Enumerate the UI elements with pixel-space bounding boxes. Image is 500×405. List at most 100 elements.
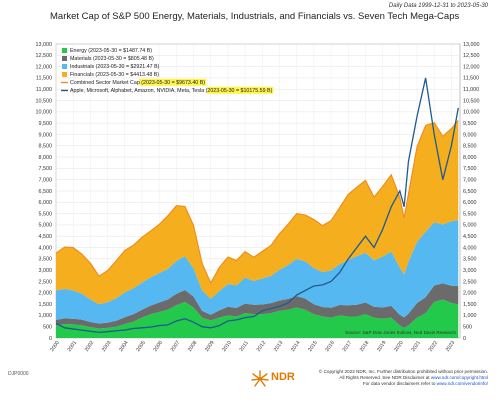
y-tick-label-right: 12,000 [463, 64, 480, 70]
y-tick-label-right: 11,500 [463, 76, 479, 82]
y-tick-label: 3,000 [39, 268, 53, 274]
y-tick-label: 7,500 [39, 166, 53, 172]
y-tick-label-right: 8,500 [463, 144, 477, 150]
chart-title: Market Cap of S&P 500 Energy, Materials,… [50, 11, 460, 22]
x-tick-label: 2008 [187, 340, 199, 353]
y-tick-label: 10,500 [36, 98, 53, 104]
y-tick-label-right: 5,000 [463, 223, 477, 229]
y-tick-label-right: 4,000 [463, 245, 477, 251]
legend-swatch [62, 64, 67, 69]
vendor-text: For data vendor disclaimers refer to [362, 381, 436, 386]
legend-swatch [62, 56, 67, 61]
x-tick-label: 2020 [393, 340, 405, 353]
y-tick-label: 7,000 [39, 177, 53, 183]
y-tick-label-right: 2,000 [463, 291, 477, 297]
y-tick-label: 9,500 [39, 121, 53, 127]
area-series [56, 120, 459, 338]
area-energy [56, 299, 459, 338]
disclaimer-line: All Rights Reserved. See NDR Disclaimer … [278, 375, 488, 381]
y-tick-label-right: 10,000 [463, 110, 480, 116]
x-tick-label: 2022 [428, 340, 440, 353]
y-tick-label-right: 3,000 [463, 268, 477, 274]
legend-label: Industrials (2023-05-30 = $2921.47 B) [70, 64, 160, 70]
chart-code: DJP0000 [8, 371, 29, 377]
y-tick-label: 2,000 [39, 291, 53, 297]
x-tick-label: 2014 [290, 340, 302, 353]
x-tick-label: 2018 [359, 340, 371, 353]
y-tick-label: 11,500 [36, 76, 52, 82]
vendor-link[interactable]: www.ndr.com/vendorinfo/ [436, 381, 488, 386]
y-tick-label: 500 [43, 324, 52, 330]
y-tick-label-right: 3,500 [463, 257, 477, 263]
y-tick-label: 11,000 [36, 87, 52, 93]
line-series [55, 77, 459, 333]
copyright-line: © Copyright 2023 NDR, Inc. Further distr… [318, 369, 488, 374]
y-tick-label: 9,000 [39, 132, 53, 138]
y-tick-label: 13,000 [36, 42, 53, 48]
y-tick-label-right: 11,000 [463, 87, 479, 93]
y-axis-left: 0 500 1,000 1,500 2,000 2,500 3,000 3,500 4,000 4… [36, 42, 53, 342]
y-tick-label-right: 500 [463, 324, 472, 330]
x-tick-label: 2023 [445, 340, 457, 353]
x-tick-label: 2010 [221, 340, 233, 353]
y-tick-label-right: 12,500 [463, 53, 480, 59]
x-tick-label: 2013 [273, 340, 285, 353]
x-tick-label: 2004 [118, 340, 130, 353]
x-tick-label: 2019 [376, 340, 388, 353]
x-tick-label: 2015 [307, 340, 319, 353]
y-tick-label-right: 7,000 [463, 177, 477, 183]
y-tick-label: 12,000 [36, 64, 53, 70]
y-tick-label: 4,000 [39, 245, 53, 251]
y-tick-label-right: 9,500 [463, 121, 477, 127]
legend-swatch [62, 48, 67, 53]
x-tick-label: 2002 [84, 340, 96, 353]
legend-label: Energy (2023-05-30 = $1487.74 B) [70, 48, 152, 54]
y-tick-label-right: 5,500 [463, 211, 477, 217]
combined-sector-line [55, 119, 459, 285]
y-tick-label-right: 2,500 [463, 279, 477, 285]
y-tick-label: 4,500 [39, 234, 53, 240]
y-tick-label: 12,500 [36, 53, 53, 59]
legend-highlight [207, 86, 274, 94]
y-tick-label: 3,500 [39, 257, 53, 263]
y-tick-label-right: 10,500 [463, 98, 480, 104]
x-tick-label: 2001 [67, 340, 79, 353]
area-materials [56, 283, 459, 329]
legend-label: Materials (2023-05-30 = $805.48 B) [70, 56, 154, 62]
x-tick-label: 2011 [239, 340, 250, 353]
ndr-logo-icon [251, 370, 269, 387]
y-tick-label: 10,000 [36, 110, 53, 116]
x-tick-label: 2021 [410, 340, 422, 353]
y-tick-label: 8,500 [39, 144, 53, 150]
y-tick-label-right: 6,500 [463, 189, 477, 195]
x-tick-label: 2005 [135, 340, 147, 353]
y-tick-label-right: 9,000 [463, 132, 477, 138]
y-axis-right: 0 500 1,000 1,500 2,000 2,500 3,000 3,500 4,000 4… [463, 42, 480, 342]
y-tick-label-right: 7,500 [463, 166, 477, 172]
y-tick-label: 1,000 [39, 313, 53, 319]
x-tick-label: 2003 [101, 340, 113, 353]
legend-label: Combined Sector Market Cap (2023-05-30 =… [70, 80, 205, 86]
legend: Energy (2023-05-30 = $1487.74 B) Material… [61, 48, 274, 94]
y-tick-label-right: 13,000 [463, 42, 480, 48]
y-tick-label: 6,500 [39, 189, 53, 195]
y-tick-label-right: 1,000 [463, 313, 477, 319]
area-financials [56, 120, 459, 305]
vendor-line: For data vendor disclaimers refer to www… [278, 381, 488, 387]
y-tick-label-right: 1,500 [463, 302, 477, 308]
y-tick-label-right: 0 [463, 336, 466, 342]
legend-label: Apple, Microsoft, Alphabet, Amazon, NVID… [70, 88, 273, 94]
y-tick-label: 0 [49, 336, 52, 342]
y-tick-label-right: 4,500 [463, 234, 477, 240]
x-tick-label: 2017 [342, 340, 354, 353]
y-tick-label: 6,000 [39, 200, 53, 206]
x-tick-label: 2009 [204, 340, 216, 353]
copyright-block: © Copyright 2023 NDR, Inc. Further distr… [278, 369, 488, 387]
y-tick-label: 2,500 [39, 279, 53, 285]
y-tick-label-right: 8,000 [463, 155, 477, 161]
y-tick-label: 5,000 [39, 223, 53, 229]
disclaimer-link[interactable]: www.ndr.com/copyright.html [430, 375, 488, 380]
x-tick-label: 2012 [256, 340, 268, 353]
source-note: Source: S&P Dow Jones Indices, Ned Davis… [345, 330, 456, 335]
